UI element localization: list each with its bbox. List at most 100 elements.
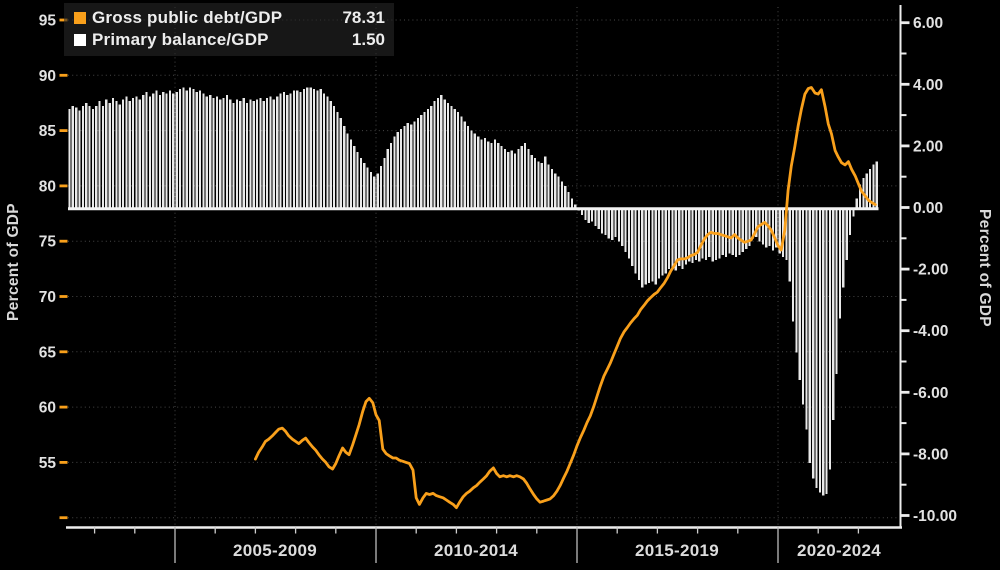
bar xyxy=(256,99,259,208)
bar xyxy=(259,98,262,208)
bar xyxy=(239,101,242,208)
bar xyxy=(101,105,105,208)
bar xyxy=(627,207,630,259)
bar xyxy=(818,207,821,493)
bar xyxy=(416,118,419,208)
right-axis-tick-label: -8.00 xyxy=(913,446,948,463)
primary-balance-swatch-icon xyxy=(74,34,86,46)
bar xyxy=(178,88,182,208)
bar xyxy=(781,207,785,257)
right-axis-tick-label: 2.00 xyxy=(913,138,943,155)
bar xyxy=(674,207,677,271)
right-axis-minor-tick xyxy=(901,422,907,425)
bar xyxy=(570,198,574,208)
bar xyxy=(319,88,322,208)
right-axis-tick-label: 6.00 xyxy=(913,15,943,32)
bar xyxy=(269,96,272,208)
bar xyxy=(637,207,641,280)
bar xyxy=(554,173,557,208)
bar xyxy=(530,155,533,208)
bar xyxy=(778,207,781,254)
bar xyxy=(75,107,78,208)
bar xyxy=(658,207,661,279)
bar xyxy=(326,96,329,208)
legend-item-gross-debt[interactable]: Gross public debt/GDP 78.31 xyxy=(74,7,385,29)
bar xyxy=(276,96,279,208)
bar xyxy=(520,145,523,208)
bar xyxy=(142,95,145,208)
left-axis-tick xyxy=(59,516,68,520)
gross-debt-line xyxy=(253,86,877,510)
bar xyxy=(812,207,815,479)
bar xyxy=(473,133,476,208)
right-axis-tick-label: -2.00 xyxy=(913,262,948,279)
legend-value-gross-debt: 78.31 xyxy=(342,8,385,27)
primary-balance-bars xyxy=(68,87,878,496)
bar xyxy=(195,92,198,208)
bar xyxy=(386,149,389,208)
bar xyxy=(661,207,664,276)
bar xyxy=(544,156,547,208)
bar xyxy=(872,164,875,208)
right-axis-minor-tick xyxy=(901,52,907,55)
bar xyxy=(557,176,560,208)
bar xyxy=(731,207,734,256)
bar xyxy=(165,93,168,208)
bar xyxy=(634,207,637,274)
bar xyxy=(202,93,205,208)
bar xyxy=(497,142,500,208)
x-period-label-2020-2024: 2020-2024 xyxy=(797,541,881,560)
left-axis-tick xyxy=(59,405,68,409)
bar xyxy=(845,207,848,260)
bar xyxy=(356,152,359,208)
bar xyxy=(81,105,84,208)
left-axis-tick-label: 80 xyxy=(39,178,56,195)
right-axis-title: Percent of GDP xyxy=(976,209,993,327)
bar xyxy=(560,181,563,208)
bar xyxy=(78,110,81,208)
right-axis-tick-label: 4.00 xyxy=(913,77,943,94)
bar xyxy=(172,93,175,208)
bar xyxy=(647,207,651,283)
left-axis-tick xyxy=(59,18,68,22)
right-axis-tick xyxy=(901,514,910,517)
bar xyxy=(490,142,493,208)
bar xyxy=(162,92,165,208)
bar xyxy=(537,161,540,208)
bar xyxy=(400,129,403,208)
bar xyxy=(125,96,128,208)
left-axis-tick xyxy=(59,239,68,243)
bar xyxy=(189,87,192,208)
bar xyxy=(838,207,842,319)
right-axis-tick xyxy=(901,82,910,86)
bar xyxy=(376,173,379,208)
bar xyxy=(580,207,584,216)
bar xyxy=(286,95,289,208)
bar xyxy=(215,96,218,208)
bar xyxy=(192,88,195,208)
bar xyxy=(359,158,362,208)
bar xyxy=(517,149,520,208)
bar xyxy=(212,98,215,208)
bar xyxy=(587,207,590,223)
bar xyxy=(822,207,825,496)
legend-item-primary-balance[interactable]: Primary balance/GDP 1.50 xyxy=(74,29,385,51)
left-axis-tick xyxy=(59,73,68,77)
bar xyxy=(413,121,416,208)
bar xyxy=(601,207,604,234)
right-axis-minor-tick xyxy=(901,483,907,486)
bar xyxy=(865,173,868,208)
x-period-label-2005-2009: 2005-2009 xyxy=(233,541,317,560)
bar xyxy=(480,139,483,208)
bar xyxy=(771,207,775,251)
left-axis-tick-label: 90 xyxy=(39,68,56,85)
bar xyxy=(835,207,838,374)
bar xyxy=(379,165,383,208)
bar xyxy=(343,125,346,208)
bar xyxy=(493,139,496,208)
left-axis-tick xyxy=(59,129,68,132)
bar xyxy=(366,167,369,208)
bar xyxy=(440,95,443,208)
gross-debt-swatch-icon xyxy=(74,12,86,24)
